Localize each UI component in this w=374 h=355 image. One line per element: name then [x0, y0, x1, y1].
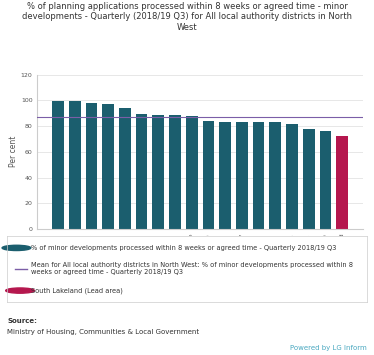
Bar — [203, 121, 214, 229]
Circle shape — [2, 245, 31, 251]
Bar — [336, 136, 348, 229]
Bar — [269, 122, 281, 229]
Text: Powered by LG Inform: Powered by LG Inform — [290, 345, 367, 351]
Text: % of planning applications processed within 8 weeks or agreed time - minor
devel: % of planning applications processed wit… — [22, 2, 352, 32]
Bar — [219, 122, 231, 229]
Text: Ministry of Housing, Communities & Local Government: Ministry of Housing, Communities & Local… — [7, 329, 200, 335]
Circle shape — [6, 288, 34, 293]
Text: Mean for All local authority districts in North West: % of minor developments pr: Mean for All local authority districts i… — [31, 262, 353, 275]
Text: Source:: Source: — [7, 318, 37, 324]
Bar — [186, 116, 197, 229]
Bar — [303, 130, 315, 229]
Bar — [52, 101, 64, 229]
Text: % of minor developments processed within 8 weeks or agreed time - Quarterly 2018: % of minor developments processed within… — [31, 245, 336, 251]
Bar — [153, 115, 164, 229]
Bar — [169, 115, 181, 229]
Bar — [86, 103, 97, 229]
Bar — [319, 131, 331, 229]
Bar — [136, 114, 147, 229]
Text: South Lakeland (Lead area): South Lakeland (Lead area) — [31, 287, 123, 294]
Bar — [102, 104, 114, 229]
Bar — [236, 122, 248, 229]
Bar — [253, 122, 264, 229]
Bar — [119, 108, 131, 229]
Bar — [286, 124, 298, 229]
Y-axis label: Per cent: Per cent — [9, 136, 18, 168]
Bar — [69, 101, 81, 229]
